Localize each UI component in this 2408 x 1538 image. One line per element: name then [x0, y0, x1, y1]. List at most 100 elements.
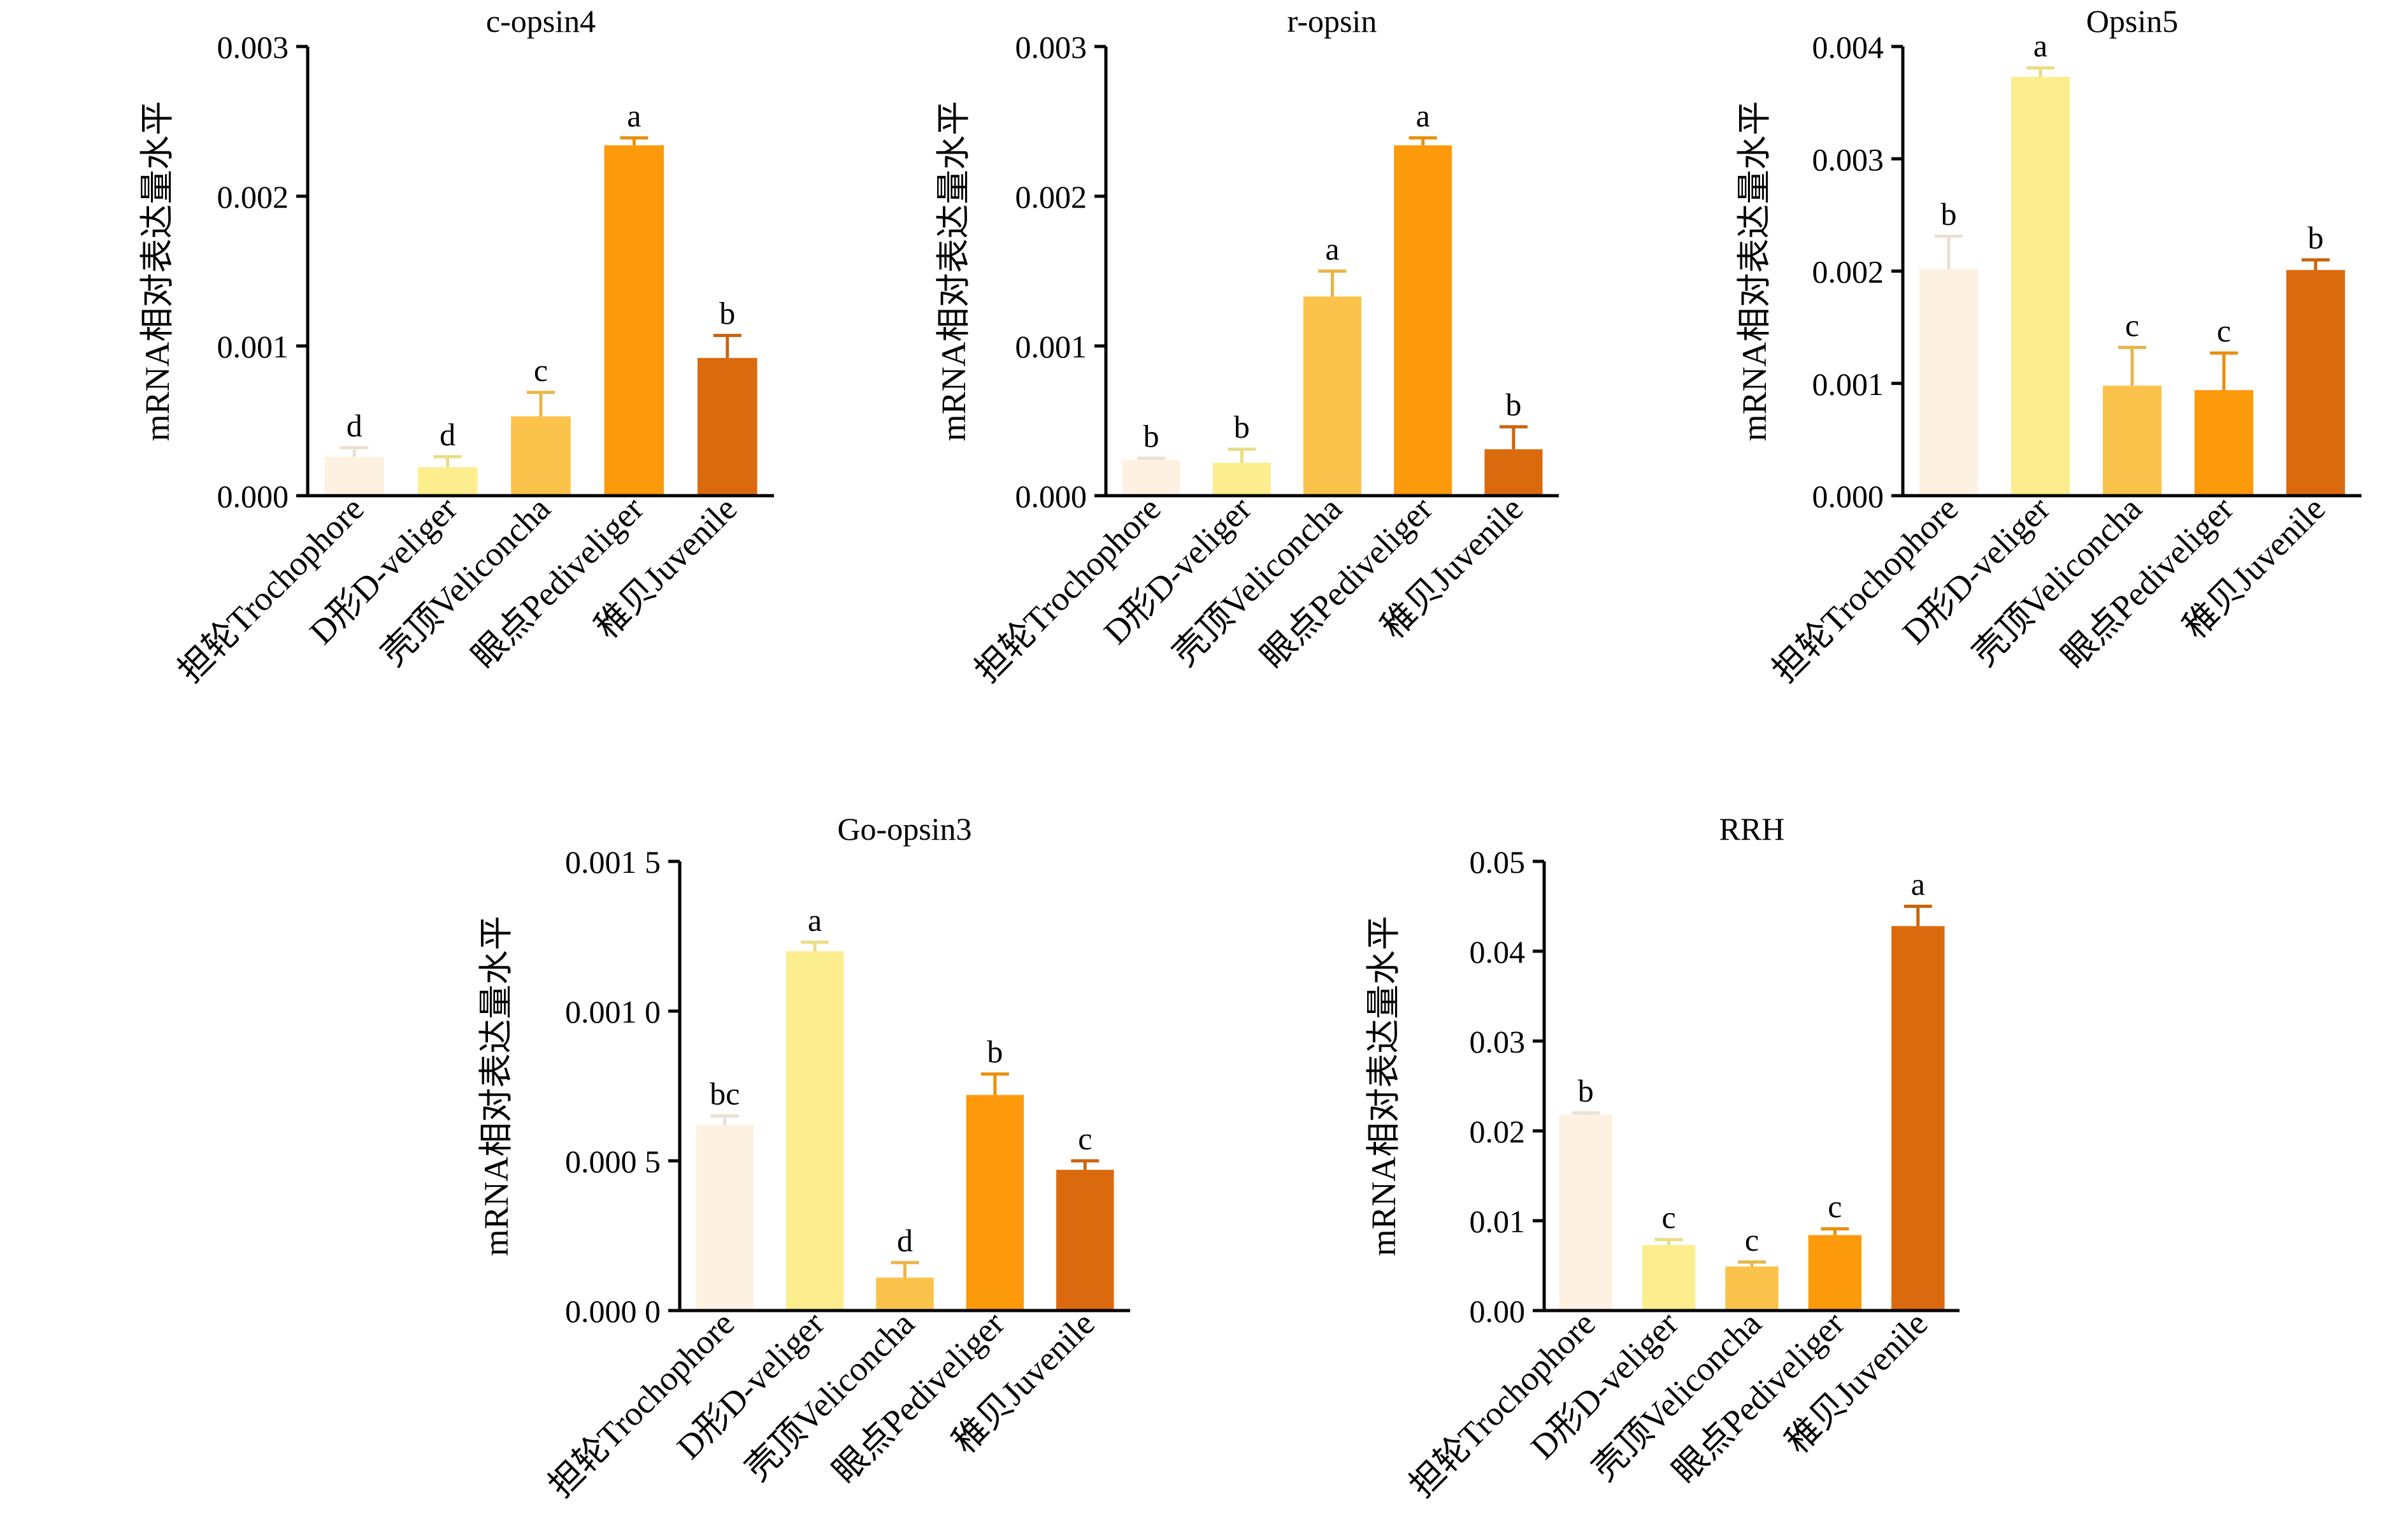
bar-1 [1122, 459, 1180, 496]
chart-title: r-opsin [1287, 3, 1377, 39]
significance-letter-2: c [1661, 1200, 1675, 1235]
error-bar-1 [1137, 456, 1166, 460]
error-bar-1 [340, 446, 369, 457]
y-tick-label-1: 0.000 0 [565, 1293, 661, 1329]
error-bar-2 [1654, 1238, 1683, 1246]
significance-letter-5: a [1911, 866, 1925, 902]
y-tick-label-4: 0.03 [1470, 1024, 1526, 1060]
error-bar-3 [2118, 345, 2146, 386]
y-tick-label-3: 0.002 [217, 179, 289, 215]
bar-5 [697, 357, 757, 496]
error-bar-5 [713, 334, 742, 358]
y-tick-label-1: 0.000 [1015, 478, 1087, 514]
bar-4 [604, 145, 664, 496]
error-bar-2 [1228, 447, 1256, 463]
y-tick-label-3: 0.001 0 [565, 994, 661, 1030]
y-tick-label-3: 0.002 [1812, 254, 1884, 290]
error-bar-3 [1738, 1260, 1766, 1267]
bar-4 [1394, 145, 1452, 496]
y-tick-label-2: 0.001 [217, 329, 289, 364]
y-tick-label-5: 0.04 [1470, 934, 1526, 970]
category-label-4: 眼点Pediveliger [464, 489, 651, 676]
significance-letter-2: d [440, 417, 455, 452]
y-tick-label-4: 0.003 [217, 29, 289, 65]
bar-3 [876, 1277, 934, 1311]
significance-letter-4: c [2217, 313, 2231, 349]
error-bar-1 [1572, 1111, 1600, 1115]
bar-4 [2194, 390, 2254, 496]
y-tick-label-2: 0.001 [1015, 329, 1087, 364]
significance-letter-2: a [808, 902, 822, 938]
y-tick-label-3: 0.02 [1470, 1114, 1526, 1149]
bar-5 [1891, 926, 1945, 1311]
significance-letter-2: b [1234, 409, 1250, 445]
significance-letter-1: b [1143, 418, 1159, 454]
significance-letter-1: b [1941, 196, 1957, 232]
error-bar-4 [980, 1072, 1009, 1095]
significance-letter-1: b [1578, 1073, 1594, 1109]
significance-letter-3: a [1325, 231, 1339, 267]
error-bar-3 [891, 1261, 919, 1278]
bar-2 [417, 467, 478, 496]
bar-2 [1212, 463, 1271, 496]
bar-1 [1559, 1114, 1612, 1311]
error-bar-4 [1821, 1227, 1849, 1235]
significance-letter-3: d [897, 1223, 913, 1258]
chart-title: RRH [1719, 811, 1785, 847]
y-axis-label: mRNA相对表达量水平 [1735, 101, 1774, 441]
bar-1 [1919, 268, 1979, 496]
significance-letter-4: c [1828, 1189, 1842, 1225]
significance-letter-5: b [719, 296, 735, 331]
bar-2 [785, 951, 844, 1311]
significance-letter-2: a [2033, 27, 2047, 63]
error-bar-3 [1318, 270, 1347, 297]
error-bar-5 [1071, 1159, 1100, 1170]
y-axis-label: mRNA相对表达量水平 [138, 101, 176, 441]
significance-letter-5: c [1078, 1121, 1092, 1156]
significance-letter-3: c [1745, 1222, 1759, 1258]
significance-letter-4: a [627, 97, 641, 133]
y-axis-label: mRNA相对表达量水平 [477, 916, 515, 1256]
significance-letter-3: c [534, 352, 548, 388]
category-label-3: 壳顶Veliconcha [374, 489, 557, 673]
error-bar-2 [801, 940, 829, 951]
chart-title: Go-opsin3 [837, 811, 971, 847]
bar-5 [2286, 270, 2346, 496]
y-tick-label-5: 0.004 [1812, 29, 1884, 65]
error-bar-4 [2210, 351, 2238, 391]
error-bar-2 [2026, 66, 2054, 77]
y-tick-label-1: 0.000 [1812, 478, 1884, 514]
error-bar-4 [620, 136, 649, 146]
y-tick-label-4: 0.003 [1812, 141, 1884, 177]
error-bar-5 [2302, 258, 2330, 270]
y-tick-label-4: 0.003 [1015, 29, 1087, 65]
significance-letter-1: bc [710, 1076, 740, 1112]
significance-letter-1: d [347, 408, 362, 443]
significance-letter-5: b [1505, 387, 1521, 422]
bar-4 [1808, 1235, 1862, 1311]
y-axis-label: mRNA相对表达量水平 [1365, 916, 1403, 1256]
error-bar-5 [1903, 905, 1932, 926]
y-tick-label-2: 0.01 [1470, 1204, 1526, 1239]
error-bar-4 [1408, 136, 1437, 146]
bar-3 [1725, 1266, 1779, 1311]
y-tick-label-6: 0.05 [1470, 844, 1526, 880]
bar-1 [324, 456, 385, 496]
chart-title: c-opsin4 [486, 3, 596, 39]
y-tick-label-1: 0.00 [1470, 1293, 1526, 1329]
error-bar-3 [527, 391, 555, 417]
bar-1 [696, 1125, 754, 1311]
bar-2 [2010, 76, 2070, 496]
y-tick-label-3: 0.002 [1015, 179, 1087, 215]
error-bar-1 [1935, 234, 1963, 269]
chart-title: Opsin5 [2086, 3, 2178, 39]
y-tick-label-2: 0.000 5 [565, 1144, 661, 1179]
error-bar-1 [710, 1114, 739, 1125]
significance-letter-3: c [2125, 307, 2139, 343]
bar-4 [966, 1095, 1024, 1311]
